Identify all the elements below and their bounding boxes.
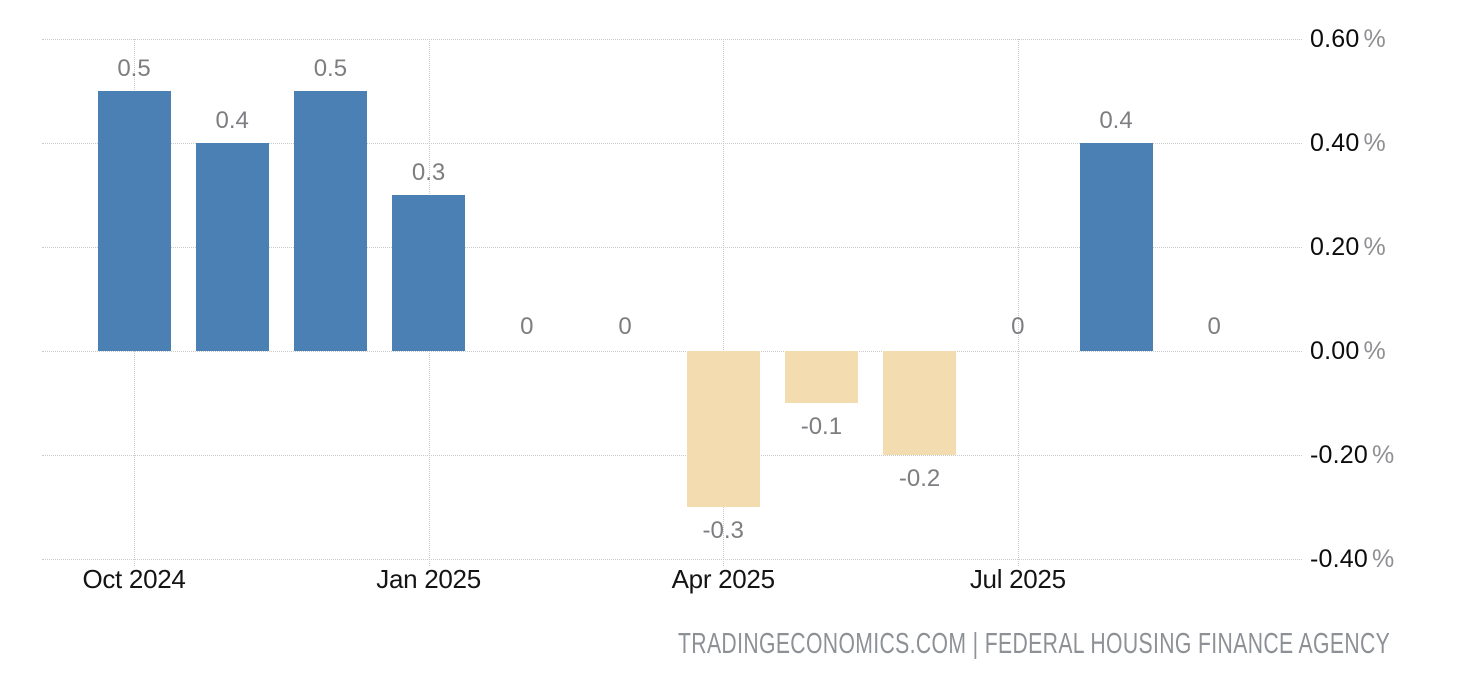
bar-value-label: -0.3: [702, 517, 744, 544]
y-tick-value: 0.60: [1310, 25, 1360, 53]
x-axis-tick-label: Jul 2025: [969, 564, 1066, 594]
bar-value-label: -0.1: [800, 413, 843, 440]
y-gridline: [42, 559, 1302, 560]
percent-suffix: %: [1371, 441, 1395, 469]
y-axis-tick-label: -0.20%: [1310, 440, 1394, 470]
y-gridline: [42, 247, 1302, 248]
percent-suffix: %: [1363, 25, 1386, 53]
percent-suffix: %: [1371, 545, 1395, 573]
percent-suffix: %: [1363, 233, 1386, 261]
x-axis-tick-label: Apr 2025: [671, 564, 775, 594]
y-gridline: [42, 351, 1302, 352]
percent-suffix: %: [1363, 129, 1386, 157]
y-gridline: [42, 39, 1302, 40]
bar[interactable]: [686, 351, 760, 507]
y-axis-tick-label: 0.00%: [1310, 336, 1386, 366]
x-axis-tick-label: Oct 2024: [82, 564, 186, 594]
bar[interactable]: [784, 351, 858, 403]
bar[interactable]: [97, 91, 171, 351]
y-tick-value: 0.00: [1310, 337, 1360, 365]
bar-value-label: 0.5: [313, 55, 348, 82]
y-gridline: [42, 455, 1302, 456]
bar[interactable]: [1079, 143, 1153, 351]
x-gridline: [1017, 39, 1019, 566]
x-gridline: [723, 39, 725, 566]
x-axis-tick-label: Jan 2025: [376, 564, 481, 594]
attribution-text: TRADINGECONOMICS.COM | FEDERAL HOUSING F…: [678, 628, 1391, 660]
y-tick-value: 0.20: [1310, 233, 1360, 261]
y-tick-value: -0.20: [1310, 441, 1368, 469]
bar-value-label: 0.4: [215, 107, 249, 134]
percent-suffix: %: [1363, 337, 1386, 365]
y-gridline: [42, 143, 1302, 144]
bar-value-label: 0.4: [1099, 107, 1133, 134]
bar[interactable]: [392, 195, 466, 351]
attribution-watermark: TRADINGECONOMICS.COM | FEDERAL HOUSING F…: [678, 628, 1390, 660]
bar-value-label: 0.3: [411, 159, 446, 186]
bar-value-label: 0.5: [117, 55, 151, 82]
bar-value-label: 0: [618, 313, 632, 340]
bar-value-label: 0: [1207, 313, 1221, 340]
bar[interactable]: [293, 91, 367, 351]
bar[interactable]: [883, 351, 957, 455]
bar[interactable]: [195, 143, 269, 351]
bar-value-label: 0: [520, 313, 534, 340]
y-tick-value: 0.40: [1310, 129, 1360, 157]
y-axis-tick-label: 0.60%: [1310, 24, 1386, 54]
y-axis-tick-label: 0.20%: [1310, 232, 1386, 262]
bar-value-label: -0.2: [898, 465, 941, 492]
bar-value-label: 0: [1011, 313, 1025, 340]
y-axis-tick-label: 0.40%: [1310, 128, 1386, 158]
y-axis-tick-label: -0.40%: [1310, 544, 1394, 574]
y-tick-value: -0.40: [1310, 545, 1368, 573]
